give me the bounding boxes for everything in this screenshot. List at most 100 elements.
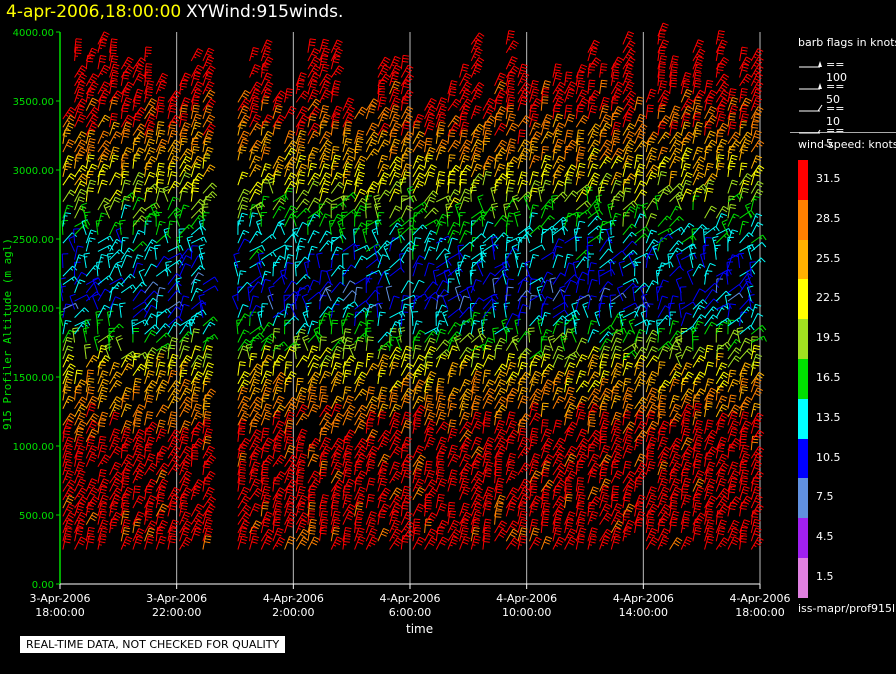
wind-barb — [540, 369, 550, 384]
wind-barb — [447, 221, 460, 236]
wind-barb — [609, 261, 617, 277]
wind-barb — [284, 280, 298, 294]
wind-barb — [62, 329, 75, 343]
wind-barb — [628, 318, 636, 335]
wind-barb — [120, 362, 134, 376]
wind-barb — [73, 228, 80, 244]
wind-barb — [249, 503, 261, 517]
wind-barb — [657, 295, 669, 310]
wind-barb — [727, 355, 742, 368]
wind-barb — [354, 477, 363, 492]
wind-barb — [435, 436, 448, 451]
wind-barb — [272, 155, 285, 169]
wind-barb — [412, 279, 425, 294]
wind-barb — [272, 361, 281, 376]
wind-barb — [179, 454, 193, 467]
wind-barb — [680, 345, 693, 360]
wind-barb — [669, 437, 683, 451]
wind-barb — [669, 295, 679, 310]
wind-barb — [435, 353, 448, 368]
y-tick-label: 3500.00 — [13, 97, 54, 108]
wind-barb — [97, 288, 111, 302]
wind-barb — [62, 370, 74, 385]
wind-barb — [85, 73, 99, 87]
wind-barb — [74, 245, 84, 260]
wind-barb — [529, 253, 540, 269]
wind-barb — [179, 303, 190, 318]
wind-barb — [294, 261, 302, 277]
wind-barb — [132, 137, 141, 153]
wind-barb — [97, 89, 110, 103]
wind-barb — [750, 257, 766, 269]
wind-barb — [704, 429, 718, 443]
wind-barb — [190, 345, 202, 360]
speed-swatch — [798, 359, 808, 399]
wind-barb — [237, 361, 246, 376]
wind-barb — [692, 48, 706, 62]
wind-barb — [739, 73, 753, 87]
wind-barb — [564, 262, 575, 277]
wind-barb — [582, 301, 589, 318]
x-tick-date: 4-Apr-2006 — [263, 592, 324, 605]
wind-barb — [191, 236, 207, 244]
wind-barb — [190, 225, 207, 236]
wind-barb — [599, 528, 613, 542]
wind-barb — [249, 122, 263, 136]
wind-barb — [540, 131, 554, 145]
wind-barb — [155, 267, 172, 277]
wind-barb — [305, 302, 312, 318]
wind-barb — [144, 171, 156, 186]
wind-barb — [739, 535, 748, 550]
wind-barb — [610, 436, 623, 451]
wind-barb — [231, 293, 239, 310]
wind-barb — [144, 213, 156, 227]
wind-barb — [540, 215, 555, 227]
wind-barb — [399, 252, 406, 269]
wind-barb — [692, 187, 703, 202]
wind-barb — [342, 494, 353, 509]
wind-barb — [62, 469, 74, 484]
wind-barb — [721, 219, 729, 236]
wind-barb — [144, 394, 154, 409]
wind-barb — [517, 129, 526, 144]
wind-barb — [144, 520, 157, 534]
wind-barb — [610, 503, 623, 517]
wind-profile-plot: 0.00 500.00 1000.00 1500.00 2000.00 2500.00 30… — [1, 22, 790, 619]
wind-barb — [284, 106, 297, 120]
wind-barb — [109, 428, 121, 443]
y-tick-label: 500.00 — [19, 511, 54, 522]
wind-barb — [610, 394, 622, 409]
wind-barb — [657, 436, 669, 451]
wind-barb — [237, 270, 247, 285]
wind-barb — [552, 320, 564, 335]
wind-barb — [267, 293, 274, 310]
wind-barb — [517, 115, 532, 128]
wind-barb — [564, 354, 576, 368]
wind-barb — [622, 72, 634, 87]
wind-barb — [179, 520, 193, 534]
wind-barb — [366, 269, 382, 277]
speed-swatch-label: 25.5 — [816, 251, 841, 265]
wind-barb — [503, 302, 511, 318]
wind-barb — [459, 411, 471, 426]
wind-barb — [645, 104, 654, 119]
wind-barb — [144, 485, 153, 500]
wind-barb — [260, 179, 269, 194]
wind-barb — [103, 202, 111, 219]
wind-barb — [727, 204, 737, 219]
wind-barb — [622, 187, 632, 202]
wind-barb — [622, 282, 638, 294]
wind-barb — [62, 436, 74, 451]
wind-barb — [529, 435, 539, 451]
wind-barb — [74, 88, 85, 103]
wind-barb — [307, 403, 320, 418]
wind-barb — [412, 536, 425, 550]
wind-barb — [284, 377, 292, 393]
wind-barb — [529, 485, 538, 500]
wind-barb — [412, 454, 426, 467]
wind-barb — [62, 189, 76, 203]
wind-barb — [540, 402, 549, 418]
wind-barb — [704, 162, 714, 178]
wind-barb — [628, 252, 636, 269]
wind-barb — [354, 155, 367, 169]
